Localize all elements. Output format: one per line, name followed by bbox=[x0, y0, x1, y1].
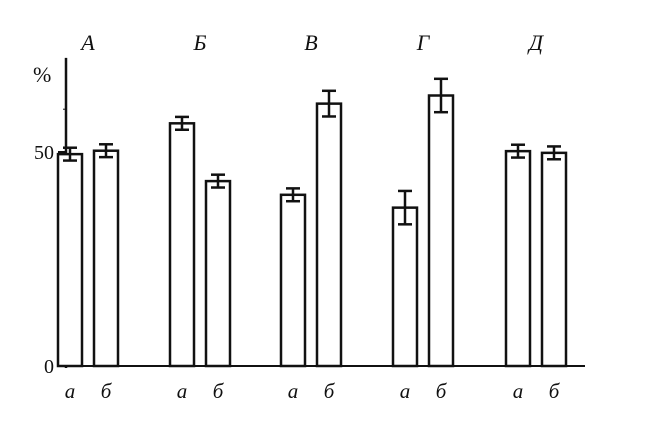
bar-label-5-2: б bbox=[549, 379, 561, 403]
group-label-2: Б bbox=[193, 30, 207, 55]
bar-label-4-1: а bbox=[400, 379, 411, 403]
y-axis-label: % bbox=[33, 62, 51, 87]
bar-1-1 bbox=[56, 152, 84, 368]
bar-1-2 bbox=[92, 149, 120, 368]
bar-5-1 bbox=[504, 149, 532, 368]
bar-3-2 bbox=[315, 102, 343, 368]
y-tick-label-50: 50 bbox=[34, 142, 54, 164]
bar-4-1 bbox=[391, 206, 419, 368]
bars bbox=[56, 77, 568, 368]
bar-label-3-1: а bbox=[288, 379, 299, 403]
bar-label-1-2: б bbox=[101, 379, 113, 403]
bar-3-1 bbox=[279, 193, 307, 368]
bar-2-1 bbox=[168, 122, 196, 368]
group-label-1: А bbox=[79, 30, 95, 55]
bar-4-2 bbox=[427, 94, 455, 368]
y-tick-label-0: 0 bbox=[44, 356, 54, 378]
bar-label-2-2: б bbox=[213, 379, 225, 403]
group-label-5: Д bbox=[527, 30, 544, 55]
bar-label-1-1: а bbox=[65, 379, 76, 403]
labels: 0 50% Аа б Ба б Ва б Га б Да б bbox=[33, 30, 561, 403]
group-label-4: Г bbox=[416, 30, 431, 55]
bar-label-2-1: а bbox=[177, 379, 188, 403]
bar-2-2 bbox=[204, 179, 232, 368]
bar-label-3-2: б bbox=[324, 379, 336, 403]
bar-label-4-2: б bbox=[436, 379, 448, 403]
bar-5-2 bbox=[540, 151, 568, 368]
bar-label-5-1: а bbox=[513, 379, 524, 403]
group-label-3: В bbox=[304, 30, 317, 55]
